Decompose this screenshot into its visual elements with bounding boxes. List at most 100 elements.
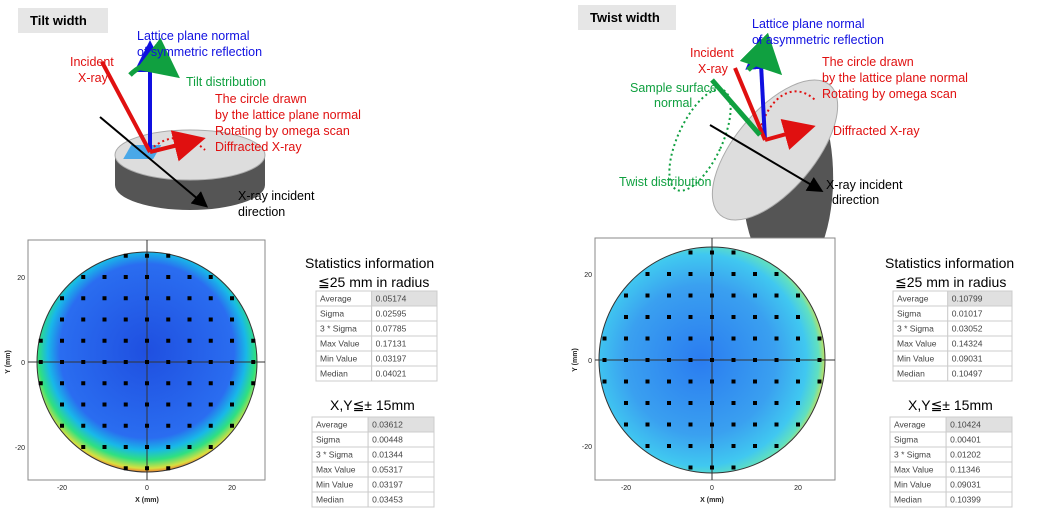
measure-point: [123, 296, 128, 301]
measure-point: [251, 338, 256, 343]
row-value: 0.03052: [952, 323, 983, 333]
measure-point: [774, 401, 779, 405]
measure-point: [731, 401, 736, 405]
measure-point: [102, 402, 107, 407]
measure-point: [123, 381, 128, 386]
x-tick-label: -20: [57, 485, 67, 492]
measure-point: [774, 315, 779, 319]
measure-point: [145, 317, 149, 322]
measure-point: [145, 360, 149, 364]
y-tick-label: 0: [21, 360, 25, 367]
measure-point: [208, 296, 213, 301]
row-value: 0.05317: [372, 464, 403, 474]
measure-point: [81, 360, 86, 364]
measure-point: [208, 445, 213, 449]
measure-point: [731, 444, 736, 448]
measure-point: [753, 315, 757, 319]
measure-point: [208, 275, 213, 279]
measure-point: [774, 444, 779, 448]
measure-point: [187, 381, 192, 386]
measure-point: [774, 358, 779, 362]
diagram-label: X-ray incident: [238, 189, 315, 203]
measure-point: [667, 293, 671, 298]
measure-point: [187, 402, 192, 407]
x-tick-label: 20: [228, 485, 236, 492]
row-label: Min Value: [316, 479, 353, 489]
measure-point: [81, 296, 86, 301]
measure-point: [731, 315, 736, 319]
measure-point: [208, 381, 213, 386]
measure-point: [102, 296, 107, 301]
measure-point: [796, 379, 800, 384]
measure-point: [731, 272, 736, 276]
measure-point: [60, 317, 64, 322]
y-tick-label: -20: [15, 445, 25, 452]
measure-point: [230, 317, 234, 322]
diagram-label: The circle drawn: [215, 92, 307, 106]
measure-point: [230, 296, 234, 301]
measure-point: [710, 272, 714, 276]
x-axis-label: X (mm): [135, 497, 159, 504]
measure-point: [102, 275, 107, 279]
measure-point: [102, 381, 107, 386]
measure-point: [166, 296, 171, 301]
measure-point: [123, 466, 128, 471]
row-label: Average: [897, 293, 929, 303]
row-value: 0.01017: [952, 308, 983, 318]
measure-point: [688, 250, 693, 255]
measure-point: [710, 250, 714, 255]
measure-point: [796, 315, 800, 319]
table-cell: [367, 491, 435, 508]
row-label: Max Value: [316, 464, 356, 474]
measure-point: [731, 465, 736, 470]
measure-point: [731, 358, 736, 362]
x-axis-label: X (mm): [700, 497, 724, 504]
row-label: Sigma: [897, 308, 921, 318]
measure-point: [145, 253, 149, 258]
stats-table: Average 0.10799 Sigma 0.01017 3 * Sigma 0.030…: [892, 290, 1013, 382]
row-value: 0.03197: [376, 353, 407, 363]
tilt-diagram: [99, 37, 266, 210]
row-label: Min Value: [894, 479, 931, 489]
measure-point: [710, 293, 714, 298]
row-value: 0.09031: [950, 479, 981, 489]
measure-point: [774, 336, 779, 341]
measure-point: [187, 275, 192, 279]
measure-point: [187, 296, 192, 301]
measure-point: [81, 317, 86, 322]
measure-point: [710, 358, 714, 362]
y-tick-label: 20: [584, 272, 592, 279]
row-label: Min Value: [320, 353, 357, 363]
measure-point: [145, 402, 149, 407]
row-label: Min Value: [897, 353, 934, 363]
measure-point: [667, 336, 671, 341]
measure-point: [796, 401, 800, 405]
measure-point: [796, 293, 800, 298]
measure-point: [753, 272, 757, 276]
measure-point: [667, 358, 671, 362]
diagram-label: Incident: [70, 55, 114, 69]
measure-point: [208, 360, 213, 364]
row-value: 0.07785: [376, 323, 407, 333]
measure-point: [710, 336, 714, 341]
measure-point: [102, 360, 107, 364]
stats-table: Average 0.10424 Sigma 0.00401 3 * Sigma 0.012…: [889, 416, 1013, 508]
stats-heading: X,Y≦± 15mm: [908, 397, 993, 413]
row-value: 0.01344: [372, 449, 403, 459]
row-value: 0.09031: [952, 353, 983, 363]
measure-point: [645, 272, 650, 276]
measure-point: [60, 381, 64, 386]
diagram-label: of symmetric reflection: [137, 45, 262, 59]
twist-diagram: [668, 32, 839, 281]
row-value: 0.04021: [376, 368, 407, 378]
measure-point: [688, 315, 693, 319]
measure-point: [710, 315, 714, 319]
measure-point: [60, 402, 64, 407]
row-value: 0.14324: [952, 338, 983, 348]
measure-point: [81, 275, 86, 279]
diagram-label: X-ray incident: [826, 178, 903, 192]
measure-point: [60, 360, 64, 364]
measure-point: [667, 379, 671, 384]
diagram-label: Rotating by omega scan: [215, 124, 350, 138]
measure-point: [753, 422, 757, 427]
